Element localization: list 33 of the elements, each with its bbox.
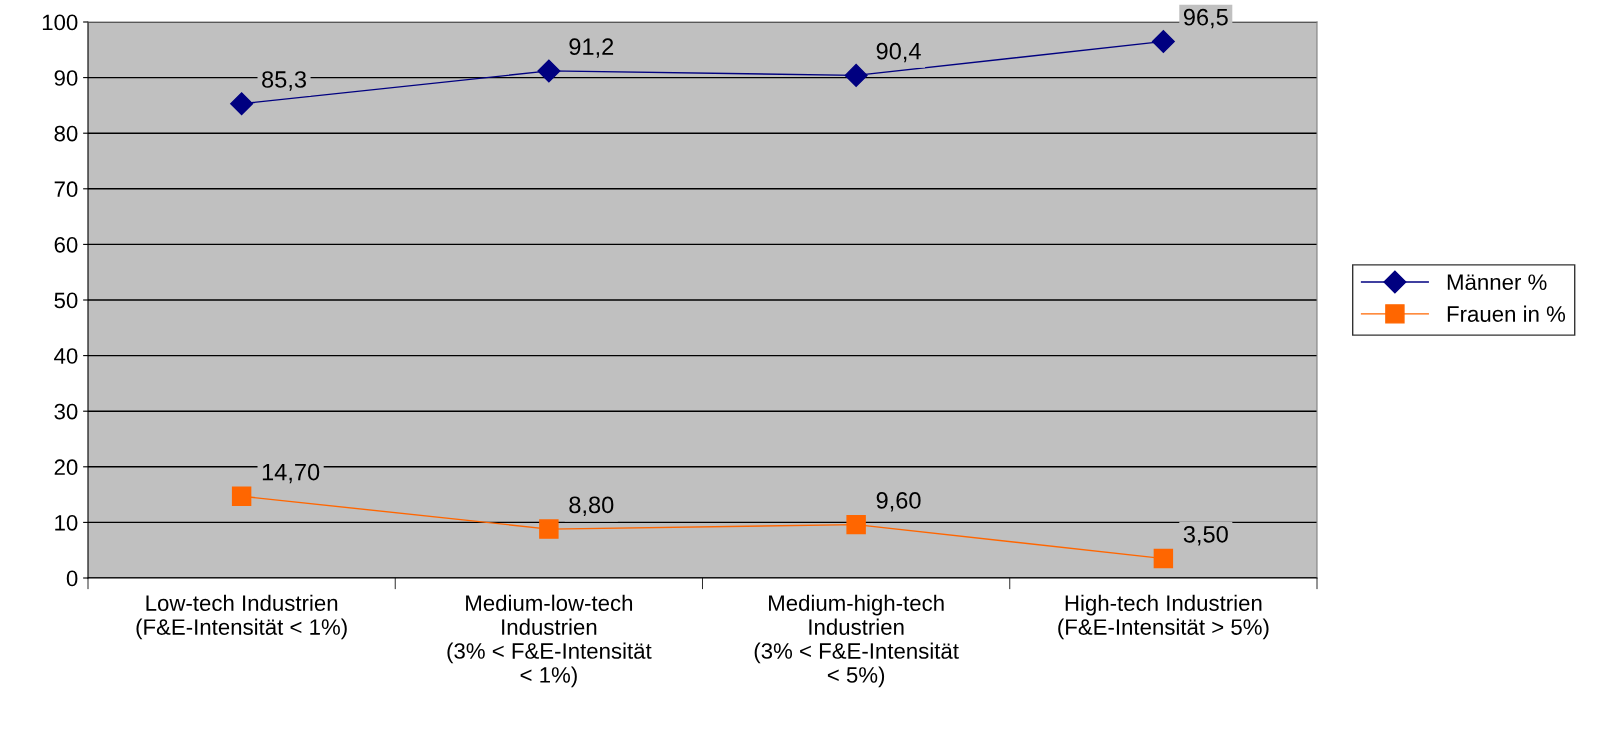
- y-tick-label: 50: [54, 292, 78, 309]
- y-tick-label: 60: [54, 236, 78, 253]
- y-tick-label: 70: [54, 181, 78, 198]
- legend-label: Männer %: [1447, 274, 1547, 291]
- data-label: 91,2: [569, 38, 614, 58]
- x-tick-label: Low-tech Industrien (F&E-Intensität < 1%): [136, 594, 347, 640]
- point: [846, 514, 866, 535]
- y-tick-label: 40: [54, 348, 78, 364]
- y-tick-label: 90: [54, 70, 78, 86]
- point: [844, 63, 868, 87]
- point: [1151, 29, 1175, 53]
- point: [539, 519, 559, 539]
- y-tick-label: 10: [55, 514, 78, 531]
- legend-label: Frauen in %: [1447, 305, 1566, 322]
- y-tick-label: 80: [54, 125, 78, 142]
- data-label: 14,70: [262, 463, 320, 484]
- data-label: 90,4: [876, 42, 921, 63]
- point: [537, 59, 561, 83]
- y-tick-label: 30: [54, 403, 78, 420]
- x-tick-label: High-tech Industrien (F&E-Intensität > 5%): [1058, 594, 1269, 640]
- y-tick-label: 0: [66, 570, 78, 587]
- data-label: 3,50: [1183, 525, 1228, 546]
- point: [1153, 548, 1174, 569]
- y-tick-label: 20: [54, 459, 78, 476]
- x-tick-label: Medium-low-tech Industrien (3% < F&E-Intensität < 1%): [447, 594, 652, 688]
- point: [230, 92, 254, 116]
- data-label: 96,5: [1183, 8, 1228, 29]
- y-tick-label: 100: [42, 14, 78, 31]
- data-label: 8,80: [569, 496, 614, 516]
- data-label: 85,3: [262, 71, 306, 91]
- point: [231, 486, 252, 506]
- data-label: 9,60: [876, 492, 921, 512]
- x-tick-label: Medium-high-tech Industrien (3% < F&E-Intensität < 5%): [754, 594, 959, 688]
